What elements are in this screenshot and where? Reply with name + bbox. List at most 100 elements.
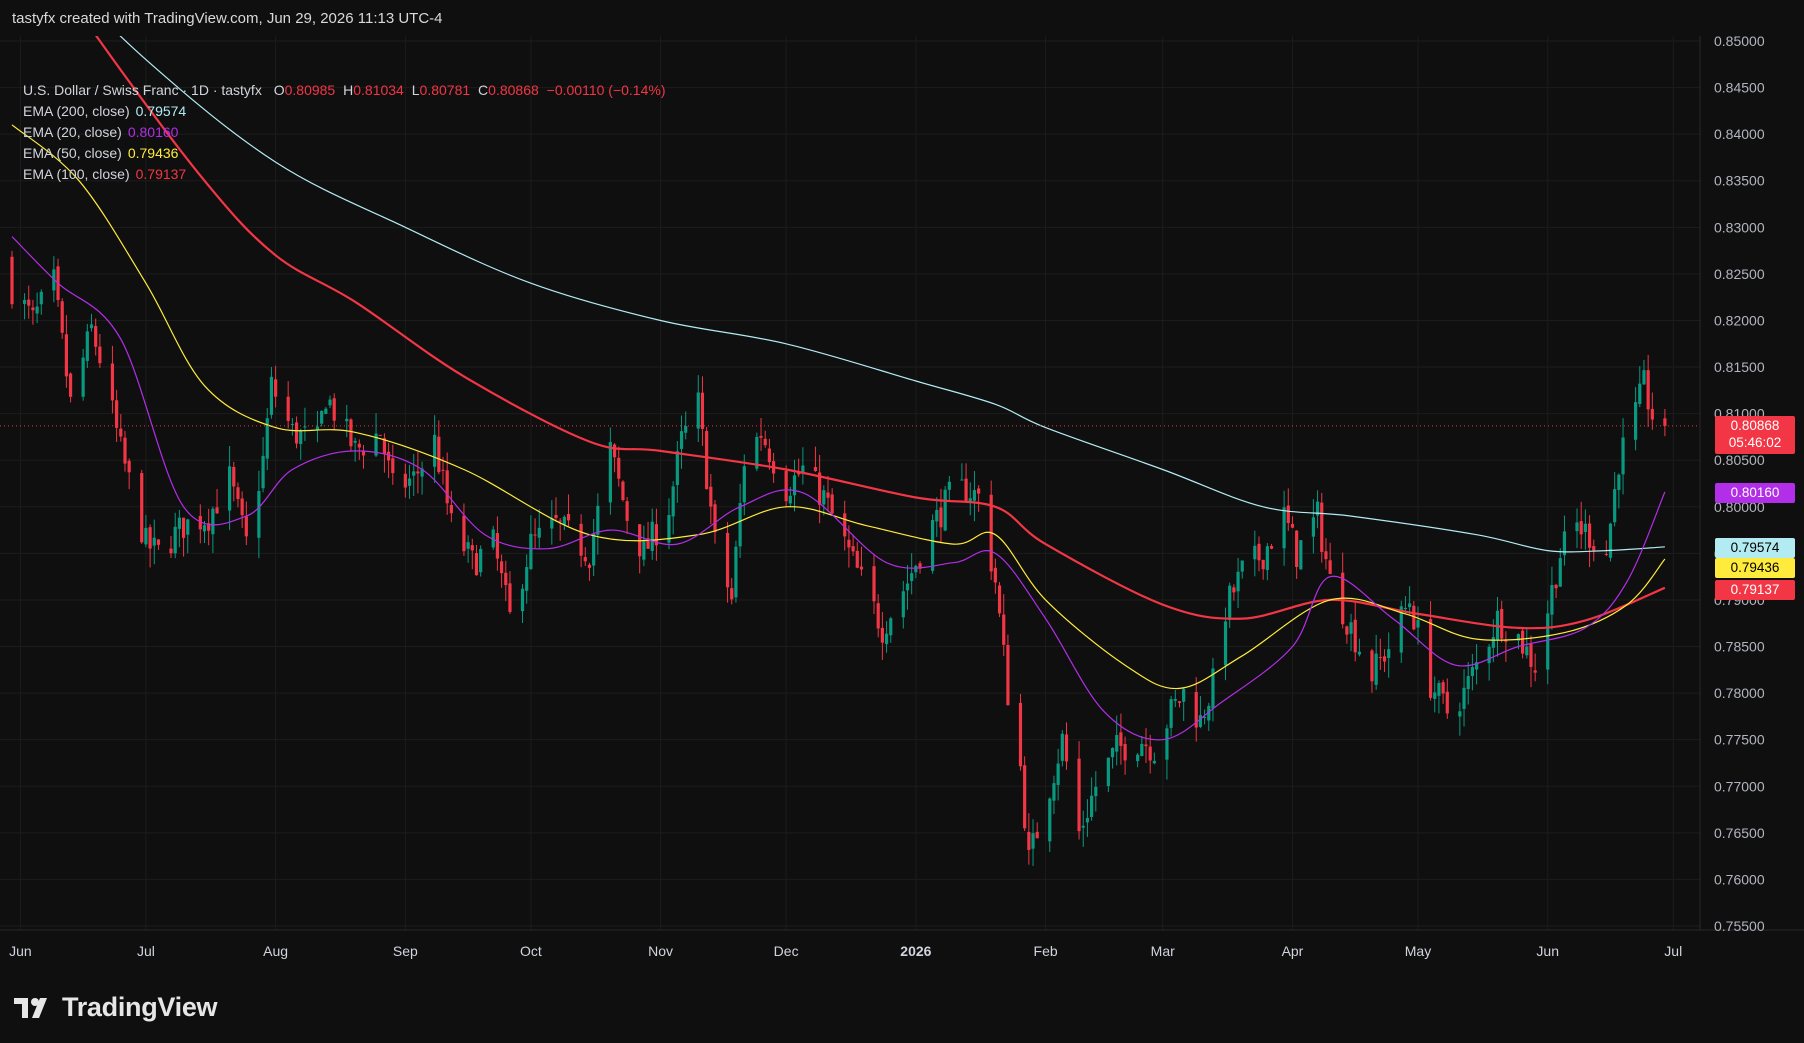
candle-body [713,504,717,533]
candle-body [847,539,851,548]
price-tick-label: 0.84500 [1714,80,1765,96]
candle-body [684,426,688,433]
tradingview-logo[interactable]: TradingView [14,992,218,1023]
candle-body [94,326,98,347]
candle-body [930,519,935,571]
chart-frame[interactable]: 0.85000 0.84500 0.84000 0.83500 0.83000 0.825… [0,36,1804,966]
candle-body [10,256,14,305]
candle-body [1470,667,1475,676]
candle-body [1646,370,1650,410]
ohlc-open: 0.80985 [284,82,336,98]
candle-body [299,430,303,445]
ema50-line [11,124,1666,690]
candle-body [801,465,805,473]
price-tick-label: 0.83500 [1714,173,1765,189]
candle-body [654,524,659,546]
candle-body [738,503,742,547]
candle-body [1613,489,1617,523]
attribution-bar: tastyfx created with TradingView.com, Ju… [0,0,1804,36]
candle-body [1638,383,1642,404]
time-tick-label: 2026 [900,943,931,959]
candle-body [705,430,709,490]
candle-body [1554,584,1558,589]
candle-body [294,422,299,444]
candle-body [98,346,102,364]
candle-body [286,396,290,421]
candle-body [181,517,186,538]
candle-body [508,583,512,612]
ema100-line [95,36,1666,630]
candle-body [1587,523,1592,548]
candle-body [822,490,826,505]
ema20-line [11,236,1666,741]
candle-body [211,508,215,535]
price-tick-label: 0.75500 [1714,918,1765,934]
candle-body [433,434,437,467]
price-chart[interactable]: 0.85000 0.84500 0.84000 0.83500 0.83000 0.825… [0,36,1804,966]
candle-body [1144,744,1148,747]
candle-body [1445,691,1449,714]
candle-body [671,486,675,517]
candle-body [1500,608,1504,639]
candle-body [1416,619,1420,628]
candle-body [1516,634,1521,641]
candle-body [1228,585,1232,620]
time-tick-label: Feb [1034,943,1058,959]
candle-body [943,489,947,531]
candle-body [592,533,596,566]
time-tick-label: Jun [1536,943,1559,959]
candle-body [64,334,68,377]
candle-body [110,363,115,401]
candle-body [1382,656,1387,662]
footer: TradingView [0,966,1804,1043]
indicator-legend-ema100[interactable]: EMA (100, close) 0.79137 [23,164,666,185]
candle-body [1634,402,1638,440]
candle-body [914,565,918,573]
candle-body [918,563,922,569]
candle-body [558,520,562,522]
candle-body [997,585,1002,614]
indicator-legend-ema20[interactable]: EMA (20, close) 0.80160 [23,122,666,143]
candle-body [1027,831,1031,850]
candle-body [939,507,943,528]
candle-body [1621,437,1625,475]
candle-body [533,534,537,536]
bar-countdown: 05:46:02 [1728,435,1782,450]
candle-body [441,469,445,471]
candle-body [993,567,997,583]
indicator-label: EMA (100, close) [23,166,130,182]
indicator-value: 0.80160 [127,124,179,140]
candle-body [315,426,320,430]
candle-body [947,481,951,490]
candle-body [202,525,207,532]
candle-body [144,527,148,545]
candle-body [378,434,382,436]
time-tick-label: Jul [1664,943,1682,959]
candle-body [81,357,85,397]
attribution-text: tastyfx created with TradingView.com, Ju… [12,10,443,27]
candle-body [725,532,730,588]
candle-body [1081,825,1085,828]
candle-body [177,517,181,529]
candle-body [884,633,889,645]
candle-body [1441,682,1445,694]
candle-body [479,548,483,573]
candle-body [240,498,244,516]
candle-body [1370,650,1374,682]
candle-body [416,471,420,474]
candle-body [1136,754,1140,762]
ohlc-change: −0.00110 (−0.14%) [546,82,666,98]
candle-body [608,442,612,503]
candle-body [1194,692,1198,728]
ema200-price-tag: 0.79574 [1715,538,1795,558]
candle-body [1165,728,1169,760]
candle-body [830,494,834,514]
indicator-legend-ema200[interactable]: EMA (200, close) 0.79574 [23,101,666,122]
candle-body [972,490,977,501]
candle-body [734,546,738,598]
candle-body [1295,530,1299,568]
candle-body [403,473,407,488]
indicator-legend-ema50[interactable]: EMA (50, close) 0.79436 [23,143,666,164]
symbol-legend-row[interactable]: U.S. Dollar / Swiss Franc · 1D · tastyfx… [23,80,666,101]
price-tick-label: 0.78000 [1714,685,1765,701]
